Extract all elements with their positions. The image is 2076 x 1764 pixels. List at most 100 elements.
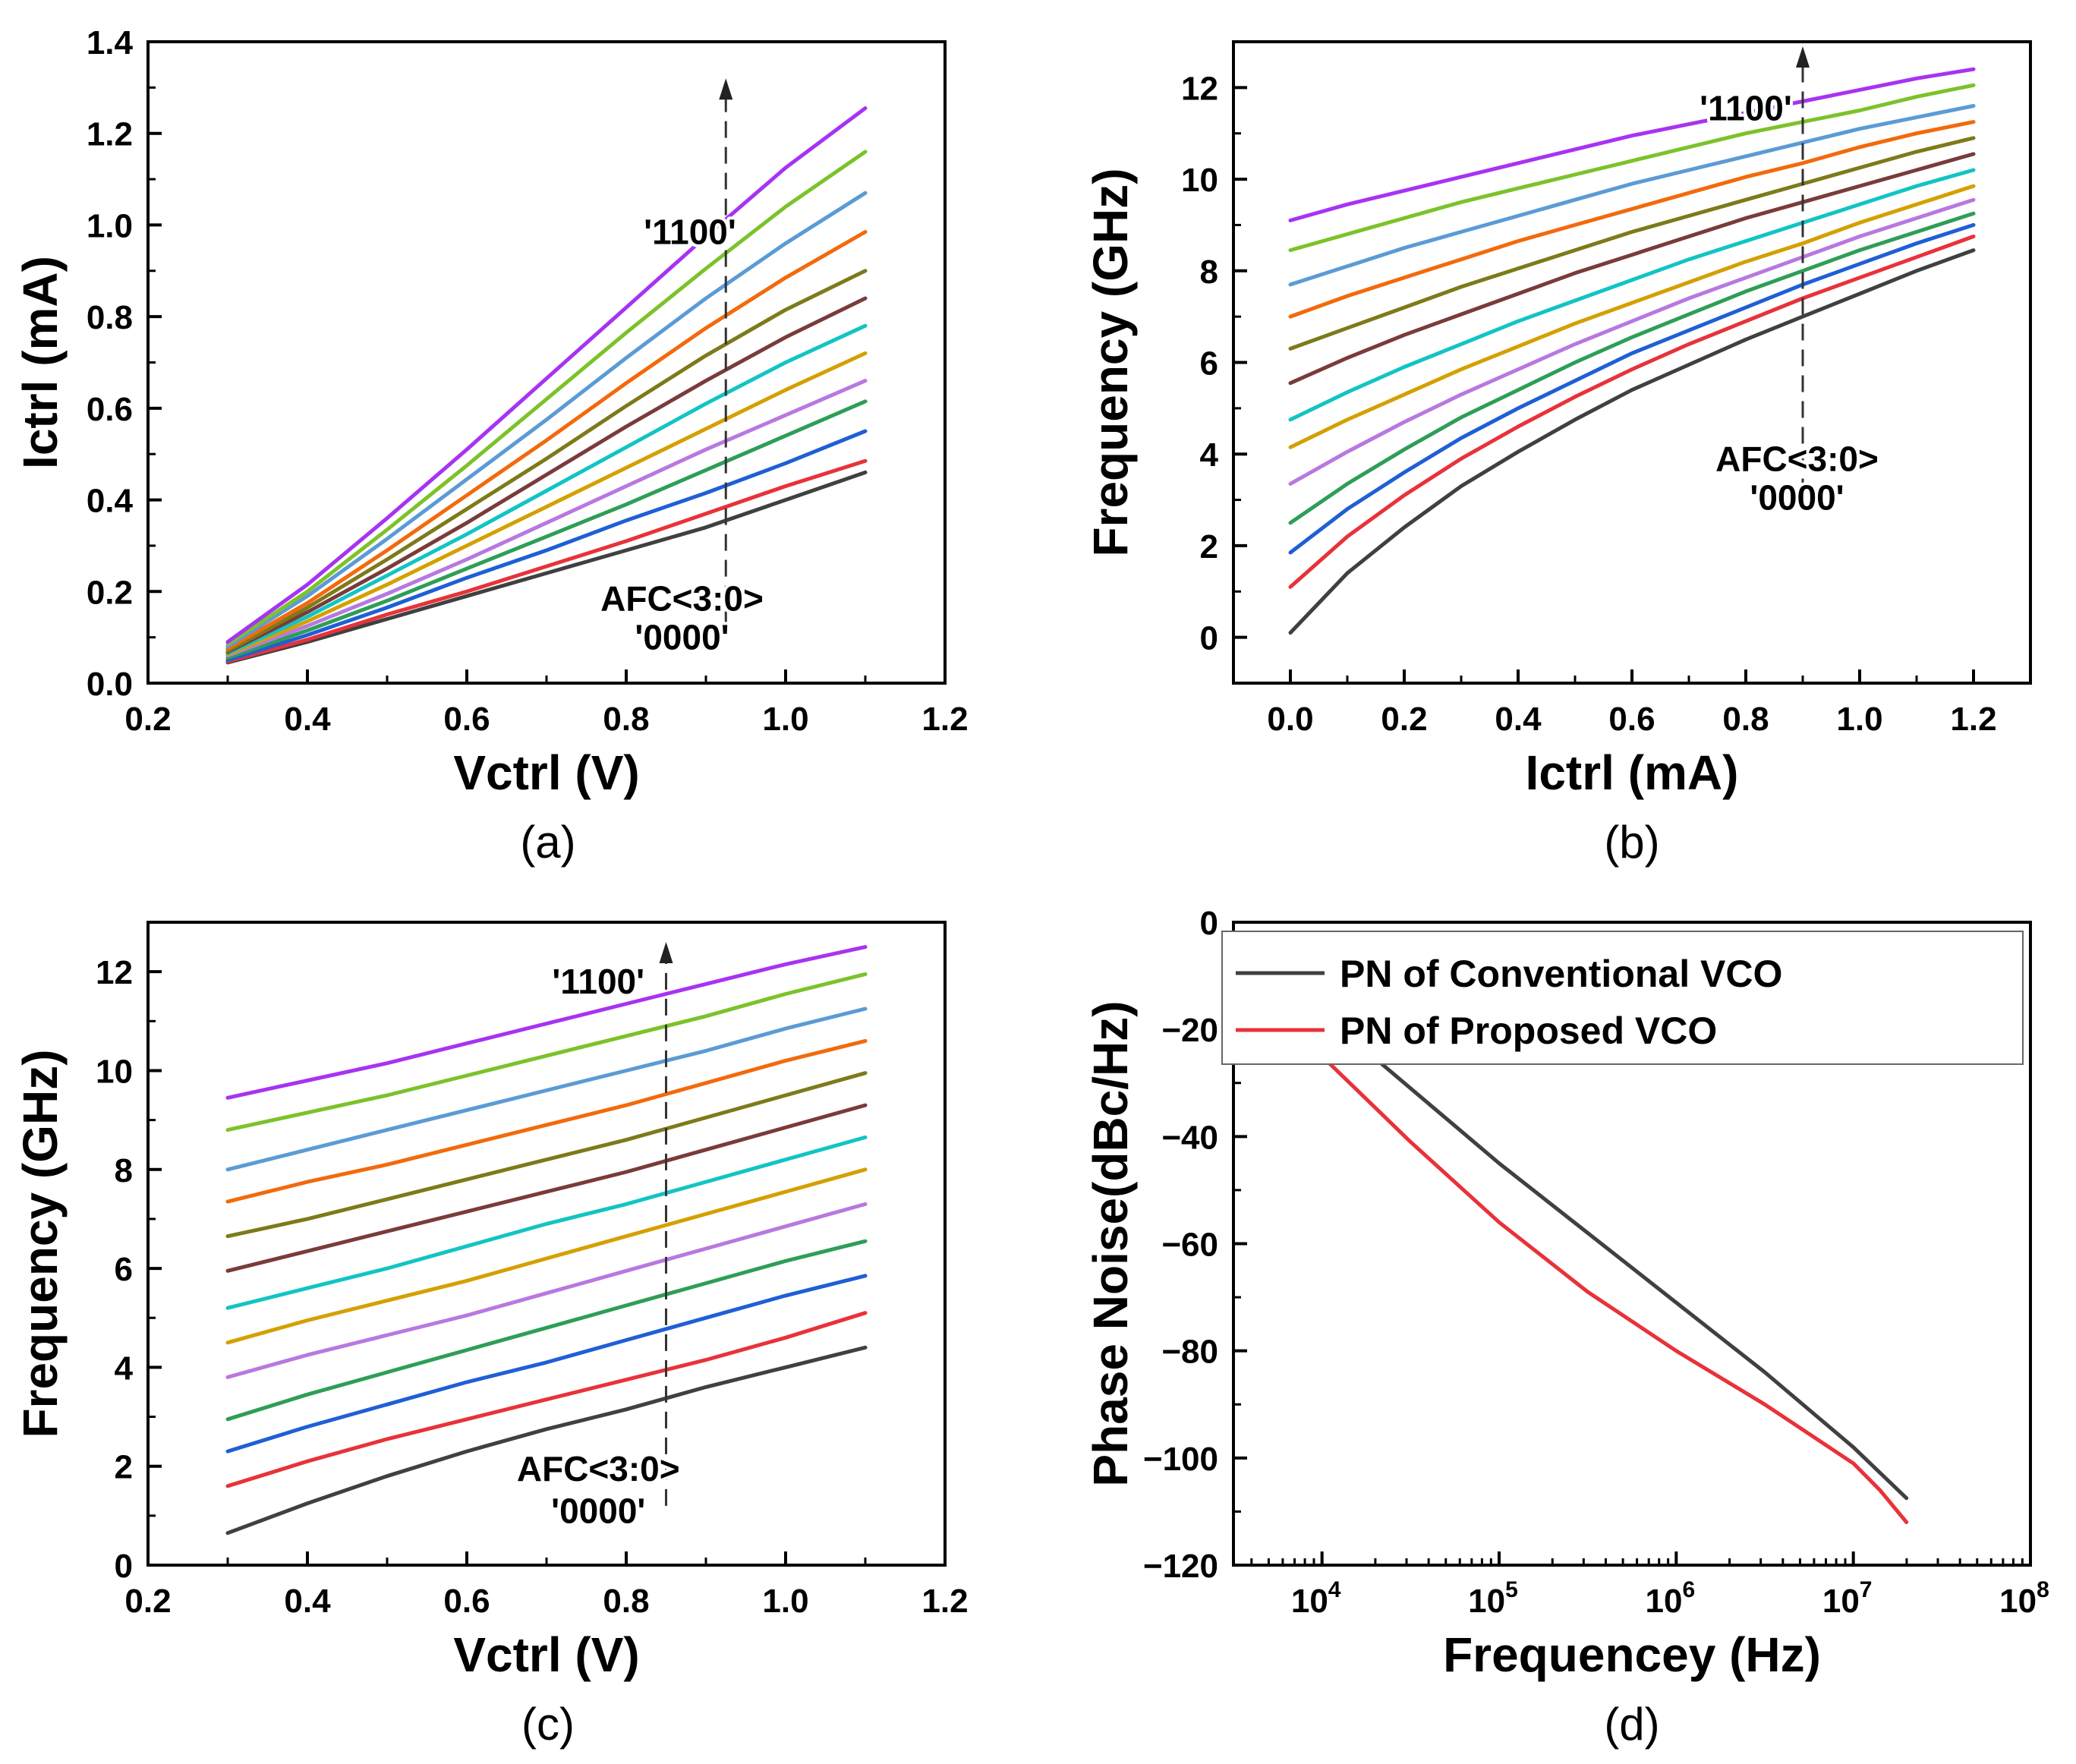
y-tick-label: 12 — [96, 954, 133, 991]
annotation-label: '1100' — [644, 212, 736, 251]
series-line — [1288, 248, 1976, 635]
series-line — [225, 351, 868, 657]
panel-caption: (a) — [520, 817, 575, 868]
y-tick-label: 0 — [1200, 620, 1218, 657]
x-tick-label: 0.2 — [124, 701, 171, 738]
y-tick-label: 2 — [1200, 528, 1218, 565]
series-line — [225, 1345, 868, 1536]
annotation-label: '1100' — [1700, 89, 1792, 128]
x-tick-label: 0.6 — [1608, 701, 1655, 738]
series-line — [1288, 222, 1976, 555]
arrow-head — [1796, 46, 1810, 68]
annotation-label: '1100' — [552, 962, 644, 1001]
panel-caption: (c) — [521, 1699, 575, 1750]
series-line — [225, 1135, 868, 1310]
y-axis-title: Phase Noise(dBc/Hz) — [1083, 1000, 1138, 1486]
panel-d: 104 105 106 107 108 0 −20 −40 −60 −80 −100 −120 Freq… — [1083, 905, 2049, 1750]
series-line — [225, 379, 868, 658]
y-tick-label: −40 — [1161, 1119, 1218, 1156]
series-line — [225, 1311, 868, 1488]
series-line — [225, 191, 868, 649]
series-line — [225, 470, 868, 665]
x-tick-label: 1.0 — [1836, 701, 1882, 738]
panel-b: 0.0 0.2 0.4 0.6 0.8 1.0 1.2 0 2 4 6 8 10 12 Ictrl (mA)… — [1083, 40, 2032, 868]
annotation-label: AFC<3:0> — [600, 578, 764, 618]
x-axis-title: Ictrl (mA) — [1526, 745, 1739, 800]
y-tick-label: 0 — [115, 1548, 133, 1585]
y-tick-label: 6 — [115, 1251, 133, 1288]
series-line — [1320, 1054, 1909, 1524]
x-tick-label: 0.8 — [603, 1583, 649, 1620]
y-tick-label: 0.4 — [87, 483, 134, 520]
series-line — [225, 230, 868, 651]
x-tick-label: 0.4 — [284, 1583, 331, 1620]
legend-box — [1221, 931, 2024, 1065]
series-line — [1288, 211, 1976, 525]
series-line — [1288, 184, 1976, 449]
arrow-head — [719, 78, 733, 100]
y-tick-label: −120 — [1143, 1548, 1218, 1585]
x-tick-label: 0.8 — [1722, 701, 1769, 738]
x-tick-label: 1.0 — [762, 1583, 808, 1620]
panel-caption: (d) — [1604, 1699, 1659, 1750]
x-tick-label: 107 — [1822, 1577, 1873, 1620]
series-line — [1288, 120, 1976, 319]
x-tick-label: 1.0 — [762, 701, 808, 738]
series-line — [225, 296, 868, 654]
y-tick-label: 1.2 — [87, 116, 133, 153]
series-line — [1288, 152, 1976, 386]
series-line — [1288, 136, 1976, 351]
series-line — [1288, 197, 1976, 486]
x-axis-title: Frequencey (Hz) — [1443, 1627, 1821, 1682]
y-tick-label: 4 — [115, 1350, 134, 1387]
annotation-label: AFC<3:0> — [517, 1449, 680, 1488]
series-line — [225, 429, 868, 663]
y-tick-label: 0.2 — [87, 574, 133, 611]
series-line — [225, 323, 868, 656]
x-axis-title: Vctrl (V) — [453, 1627, 639, 1682]
x-tick-label: 108 — [1999, 1577, 2049, 1620]
y-axis-title: Ictrl (mA) — [13, 256, 68, 469]
y-tick-label: 4 — [1200, 436, 1219, 474]
x-tick-label: 1.2 — [921, 701, 968, 738]
series-line — [225, 1202, 868, 1379]
x-tick-label: 1.2 — [1950, 701, 1996, 738]
arrow-head — [659, 942, 673, 964]
series-line — [1288, 104, 1976, 287]
series-line — [1288, 235, 1976, 589]
x-tick-label: 0.0 — [1267, 701, 1313, 738]
x-tick-label: 0.6 — [443, 1583, 490, 1620]
plot-frame — [1232, 40, 2032, 685]
y-axis-title: Frequency (GHz) — [13, 1049, 68, 1438]
legend-entry: PN of Conventional VCO — [1340, 953, 1782, 995]
series-line — [1320, 1011, 1909, 1501]
series-line — [1288, 83, 1976, 253]
x-tick-label: 0.4 — [1495, 701, 1542, 738]
x-tick-label: 106 — [1646, 1577, 1696, 1620]
y-tick-label: −100 — [1143, 1441, 1218, 1478]
y-tick-label: −20 — [1161, 1012, 1218, 1049]
series-line — [225, 972, 868, 1132]
x-tick-label: 0.2 — [124, 1583, 171, 1620]
y-tick-label: 1.0 — [87, 207, 133, 244]
series-line — [225, 106, 868, 644]
panel-c: 0.2 0.4 0.6 0.8 1.0 1.2 0 2 4 6 8 10 12 Vctrl (V) Freq… — [13, 921, 969, 1750]
series-line — [225, 150, 868, 647]
y-tick-label: 10 — [1181, 162, 1218, 199]
series-line — [225, 1006, 868, 1172]
annotation-label: AFC<3:0> — [1715, 439, 1879, 478]
y-tick-label: 10 — [96, 1053, 133, 1090]
x-tick-label: 0.4 — [284, 701, 331, 738]
y-tick-label: 8 — [115, 1152, 133, 1189]
annotation-label: '0000' — [1750, 478, 1844, 518]
y-tick-label: 0.8 — [87, 299, 133, 336]
y-tick-label: 8 — [1200, 254, 1218, 291]
series-line — [225, 1038, 868, 1204]
x-tick-label: 105 — [1468, 1577, 1518, 1620]
x-tick-label: 104 — [1291, 1577, 1341, 1620]
legend-entry: PN of Proposed VCO — [1340, 1010, 1717, 1052]
series-line — [225, 458, 868, 664]
annotation-label: '0000' — [551, 1491, 645, 1530]
y-tick-label: −80 — [1161, 1334, 1218, 1371]
